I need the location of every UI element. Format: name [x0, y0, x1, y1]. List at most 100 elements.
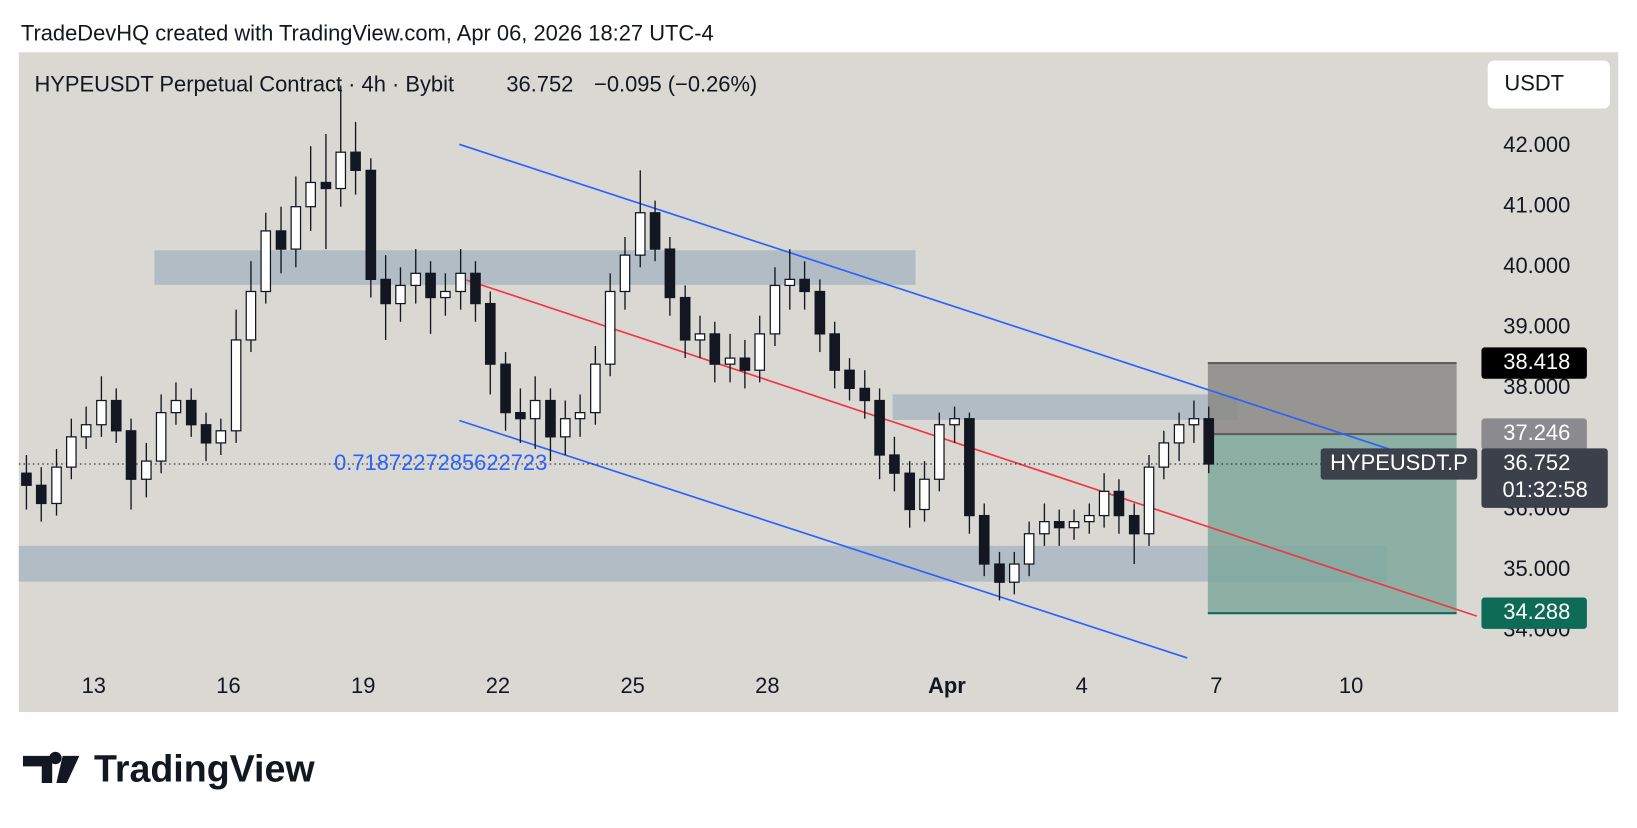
candle-body: [245, 290, 257, 341]
candle-body: [96, 399, 107, 426]
candle-body: [799, 278, 810, 293]
candle-body: [679, 296, 691, 341]
candle-body: [529, 399, 541, 420]
candle-body: [275, 230, 287, 250]
candle-body: [1053, 521, 1065, 529]
candle-body: [844, 369, 855, 390]
x-tick-label: 7: [1210, 673, 1222, 698]
candle-body: [874, 399, 885, 456]
candle-body: [335, 151, 347, 190]
candle-body: [1039, 521, 1050, 535]
candle-body: [305, 181, 316, 208]
candle-body: [215, 430, 227, 444]
candle-body: [590, 363, 601, 414]
x-tick-label: Apr: [928, 673, 966, 698]
tradingview-logo: TradingView: [22, 747, 315, 789]
candle-body: [1188, 418, 1200, 426]
candle-body: [545, 399, 556, 438]
zone: [18, 545, 1387, 582]
y-tick-label: 35.000: [1503, 556, 1570, 581]
candle-body: [484, 302, 496, 365]
header: TradeDevHQ created with TradingView.com,…: [21, 20, 714, 45]
candle-body: [380, 278, 391, 305]
candle-body: [1023, 533, 1035, 565]
candle-body: [66, 436, 77, 468]
candle-body: [51, 466, 62, 505]
trend-line: [459, 143, 1390, 450]
candle-body: [559, 418, 571, 438]
candle-body: [1068, 521, 1080, 529]
x-tick-label: 16: [216, 673, 240, 698]
candle-body: [170, 399, 182, 414]
candle-body: [664, 248, 676, 299]
candle-body: [260, 230, 272, 293]
candle-body: [724, 357, 736, 365]
candle-body: [994, 563, 1005, 583]
candle-body: [964, 418, 975, 517]
entry-label-bg: [1481, 418, 1587, 450]
candle-body: [35, 484, 47, 505]
candle-body: [739, 357, 751, 371]
x-tick-label: 25: [620, 673, 644, 698]
target-label: 34.288: [1503, 599, 1570, 624]
candle-body: [604, 290, 616, 365]
candle-body: [619, 254, 631, 293]
y-tick-label: 39.000: [1503, 314, 1570, 339]
entry-label: 37.246: [1503, 420, 1570, 445]
candle-body: [1083, 514, 1095, 523]
candle-body: [110, 399, 122, 432]
candle-body: [365, 169, 377, 281]
x-tick-label: 10: [1339, 673, 1363, 698]
candle-body: [709, 333, 721, 365]
x-tick-label: 28: [755, 673, 779, 698]
candle-body: [634, 212, 646, 256]
logo-mark: [22, 751, 80, 784]
candle-body: [978, 514, 990, 565]
candle-body: [1143, 466, 1155, 535]
candle-body: [919, 478, 930, 511]
x-tick-label: 13: [82, 673, 106, 698]
footer-brand: TradingView: [94, 747, 315, 789]
candle-body: [410, 272, 422, 287]
y-tick-label: 42.000: [1503, 132, 1570, 157]
symbol-tag: HYPEUSDT.P: [1330, 450, 1468, 475]
candle-body: [933, 424, 945, 480]
trend-line: [459, 419, 1188, 659]
legend-last-price: 36.752: [506, 71, 573, 96]
stop-label: 38.418: [1503, 349, 1570, 374]
last-price-label: 36.752: [1503, 450, 1570, 475]
candle-body: [829, 333, 841, 371]
candle-body: [425, 272, 436, 299]
candle-body: [949, 418, 960, 426]
currency-button[interactable]: [1487, 60, 1610, 109]
candle-body: [694, 333, 706, 341]
candle-body: [769, 284, 781, 335]
y-tick-label: 41.000: [1503, 192, 1570, 217]
x-tick-label: 22: [486, 673, 510, 698]
chart-title: HYPEUSDT Perpetual Contract · 4h · Bybit: [34, 71, 454, 96]
countdown: 01:32:58: [1502, 477, 1587, 502]
stop-zone: [1207, 363, 1457, 435]
x-tick-label: 4: [1076, 673, 1088, 698]
candle-body: [784, 278, 796, 287]
candle-body: [80, 424, 92, 438]
target-label-bg: [1481, 597, 1587, 629]
candle-body: [140, 460, 152, 480]
candle-body: [290, 206, 302, 250]
candle-body: [200, 424, 212, 444]
candle-body: [904, 472, 916, 511]
candle-body: [500, 363, 511, 414]
candle-body: [649, 212, 661, 250]
candle-body: [1173, 424, 1185, 444]
candle-body: [470, 272, 481, 305]
candle-body: [320, 181, 332, 190]
candle-body: [1098, 490, 1110, 517]
candle-body: [1113, 490, 1125, 517]
candle-body: [574, 411, 586, 420]
candle-body: [455, 272, 466, 293]
candle-body: [395, 284, 406, 305]
candle-body: [125, 430, 137, 480]
y-tick-label: 40.000: [1503, 253, 1570, 278]
